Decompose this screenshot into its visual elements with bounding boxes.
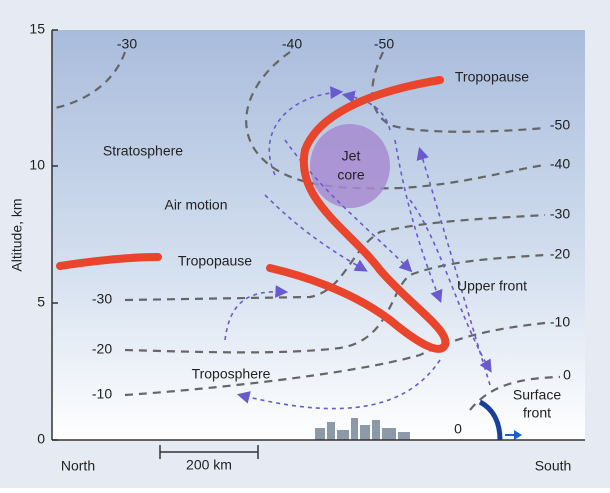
isotherm-label: -20 [550,246,570,262]
label: core [337,167,364,183]
tropopause [56,253,162,270]
end-label: North [61,458,95,474]
isotherm-label: -30 [117,36,137,52]
label: Troposphere [192,366,271,382]
label: front [523,405,551,421]
isotherm-label: -30 [92,291,112,307]
front-arrow [505,430,522,440]
city [315,418,410,440]
axes [51,29,585,459]
isotherm-label: -10 [550,314,570,330]
isotherm-label: -50 [550,117,570,133]
tropopause [266,76,450,353]
isotherm-label: -40 [282,36,302,52]
end-label: South [535,458,572,474]
isotherm-label: -10 [92,386,112,402]
plot-area [52,30,585,440]
label: Air motion [164,197,227,213]
jet-core [310,124,390,208]
label: Tropopause [178,253,252,269]
surface-front [478,399,503,441]
tick-label: 15 [29,21,45,37]
isotherm-label: -20 [92,341,112,357]
isotherm-label: 0 [454,421,462,437]
isotherm-label: -40 [550,156,570,172]
isotherm-label: -30 [550,206,570,222]
axis-title: Altitude, km [9,198,25,271]
isotherm-label: 0 [563,367,571,383]
tick-label: 10 [29,157,45,173]
air-motion [224,86,492,410]
label: Jet [342,148,361,164]
label: Upper front [457,278,527,294]
tick-label: 0 [37,431,45,447]
label: Surface [513,387,561,403]
isotherm-label: -50 [374,36,394,52]
tick-label: 5 [37,294,45,310]
label: Stratosphere [103,143,183,159]
scale-label: 200 km [186,457,232,473]
label: Tropopause [455,69,529,85]
